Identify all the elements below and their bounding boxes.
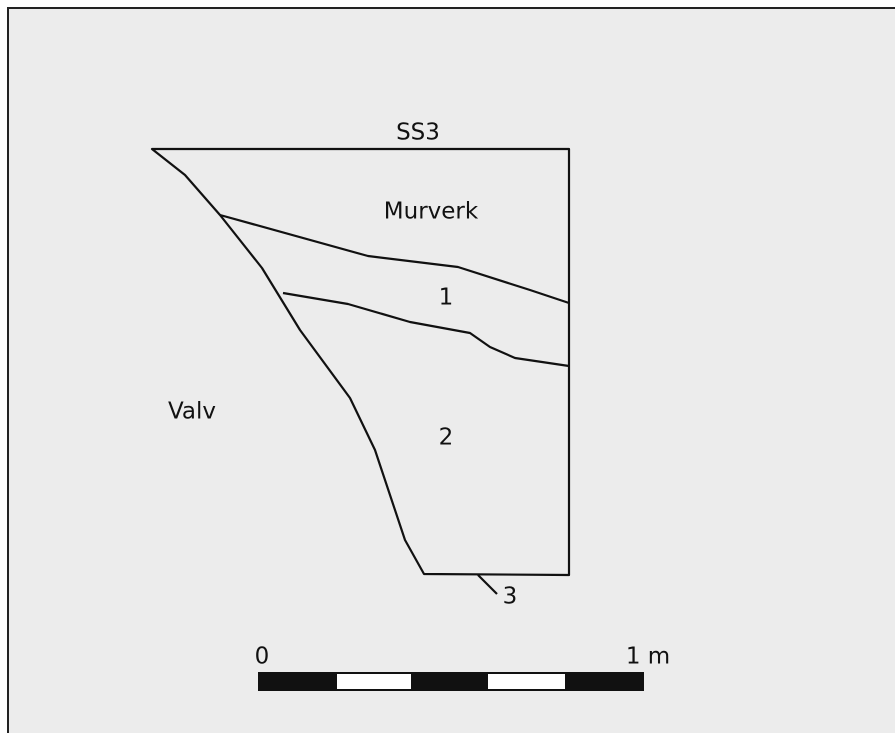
scale-segment bbox=[337, 673, 411, 690]
scale-bar bbox=[258, 672, 644, 691]
layer-label: 1 bbox=[439, 285, 454, 311]
scale-outline bbox=[258, 672, 644, 691]
scale-label: 0 bbox=[255, 644, 270, 670]
scale-segment bbox=[565, 673, 643, 690]
section-outline bbox=[150, 147, 571, 577]
scale-segment bbox=[488, 673, 565, 690]
layer-label: 2 bbox=[439, 425, 454, 451]
outside-label: Valv bbox=[168, 399, 216, 425]
leader-line bbox=[477, 574, 498, 595]
section-title: SS3 bbox=[396, 120, 440, 146]
layer-label: Murverk bbox=[384, 199, 479, 225]
scale-segment bbox=[259, 673, 337, 690]
layer-boundary bbox=[219, 213, 570, 305]
layer-label: 3 bbox=[503, 584, 518, 610]
scale-segment bbox=[411, 673, 488, 690]
scale-label: 1 m bbox=[626, 644, 670, 670]
frame bbox=[7, 7, 895, 733]
layer-boundary bbox=[282, 291, 570, 368]
